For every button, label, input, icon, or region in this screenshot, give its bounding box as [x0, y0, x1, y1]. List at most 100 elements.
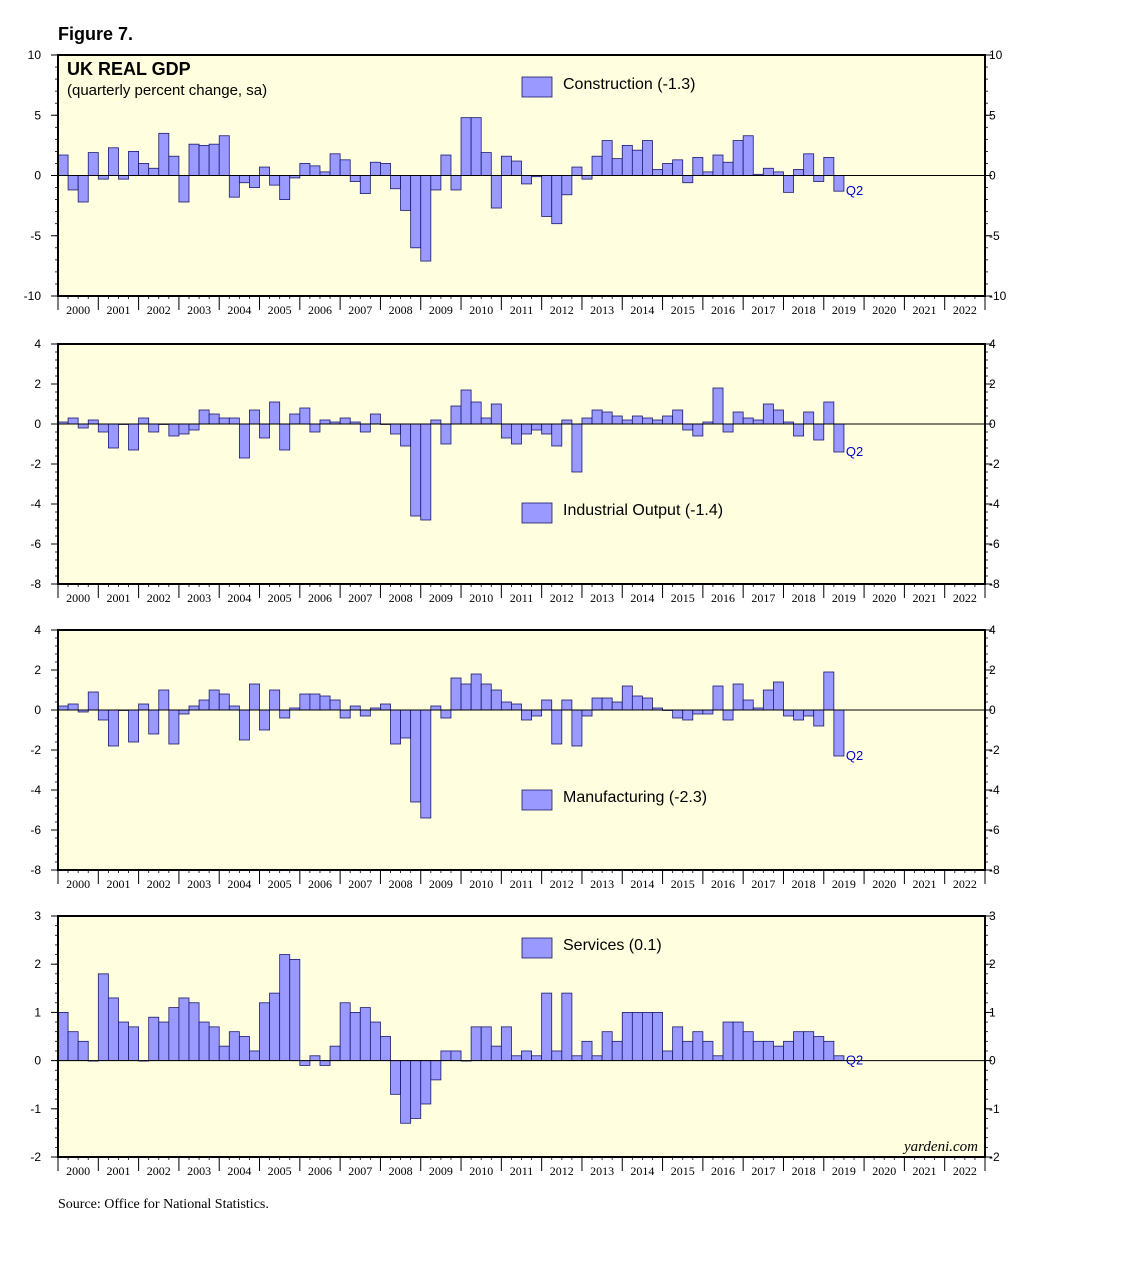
- data-bar: [440, 1050, 452, 1061]
- data-bar: [450, 405, 462, 425]
- data-bar: [339, 417, 351, 425]
- data-bar: [500, 155, 512, 176]
- data-bar: [722, 709, 734, 721]
- data-bar: [541, 175, 553, 217]
- chart-title: UK REAL GDP: [67, 59, 191, 79]
- x-tick-label: 2018: [792, 877, 816, 891]
- y-tick-label-left: -2: [30, 743, 41, 757]
- data-bar: [541, 423, 553, 435]
- y-tick-label-left: -10: [24, 289, 42, 303]
- data-bar: [541, 699, 553, 711]
- data-bar: [712, 387, 724, 425]
- x-tick-label: 2015: [671, 303, 695, 317]
- y-tick-label-right: -10: [989, 289, 1007, 303]
- y-tick-label-right: -2: [989, 1150, 1000, 1164]
- x-tick-label: 2007: [348, 591, 372, 605]
- data-bar: [420, 709, 432, 819]
- data-bar: [430, 705, 442, 711]
- x-tick-label: 2019: [832, 877, 856, 891]
- data-bar: [299, 163, 311, 176]
- x-tick-label: 2020: [872, 303, 896, 317]
- data-bar: [702, 709, 714, 715]
- data-bar: [460, 389, 472, 425]
- x-tick-label: 2006: [308, 303, 332, 317]
- data-bar: [289, 413, 301, 425]
- y-tick-label-right: 2: [989, 663, 996, 677]
- x-tick-label: 2014: [630, 303, 654, 317]
- x-tick-label: 2013: [590, 877, 614, 891]
- data-bar: [500, 423, 512, 439]
- data-bar: [591, 1055, 603, 1062]
- data-bar: [571, 1055, 583, 1062]
- y-tick-label-right: 0: [989, 169, 996, 183]
- data-bar: [692, 157, 704, 176]
- data-bar: [138, 417, 150, 425]
- y-tick-label-right: 4: [989, 623, 996, 637]
- data-bar: [410, 709, 422, 803]
- data-bar: [732, 1021, 744, 1061]
- x-tick-label: 2012: [550, 591, 574, 605]
- x-tick-label: 2022: [953, 591, 977, 605]
- x-tick-label: 2007: [348, 877, 372, 891]
- data-bar: [470, 673, 482, 711]
- data-bar: [279, 423, 291, 451]
- data-bar: [571, 423, 583, 473]
- data-bar: [460, 683, 472, 711]
- data-bar: [762, 403, 774, 425]
- y-tick-label-left: 0: [34, 703, 41, 717]
- x-tick-label: 2012: [550, 1164, 574, 1178]
- x-tick-label: 2004: [227, 591, 251, 605]
- x-tick-label: 2013: [590, 303, 614, 317]
- data-bar: [269, 992, 281, 1061]
- data-bar: [309, 165, 321, 176]
- data-bar: [581, 709, 593, 717]
- data-bar: [400, 709, 412, 739]
- data-bar: [138, 163, 150, 176]
- data-bar: [551, 423, 563, 447]
- data-bar: [783, 1040, 794, 1061]
- y-tick-label-left: 2: [34, 663, 41, 677]
- latest-quarter-label: Q2: [846, 748, 863, 763]
- data-bar: [279, 709, 291, 719]
- x-tick-label: 2003: [187, 877, 211, 891]
- x-tick-label: 2006: [308, 877, 332, 891]
- data-bar: [97, 973, 109, 1062]
- data-bar: [833, 1055, 845, 1062]
- data-bar: [289, 958, 301, 1062]
- data-bar: [621, 144, 633, 176]
- data-bar: [712, 685, 724, 711]
- data-bar: [551, 709, 563, 745]
- data-bar: [500, 1026, 512, 1061]
- data-bar: [621, 685, 633, 711]
- x-tick-label: 2008: [389, 877, 413, 891]
- data-bar: [380, 703, 391, 711]
- data-bar: [642, 1012, 653, 1062]
- legend-label: Industrial Output (-1.4): [563, 502, 723, 519]
- data-bar: [188, 705, 200, 711]
- data-bar: [793, 709, 805, 721]
- x-tick-label: 2001: [106, 591, 130, 605]
- data-bar: [662, 163, 674, 176]
- data-bar: [571, 709, 583, 747]
- x-tick-label: 2008: [389, 303, 413, 317]
- data-bar: [732, 140, 744, 176]
- y-tick-label-right: -2: [989, 457, 1000, 471]
- x-tick-label: 2013: [590, 1164, 614, 1178]
- data-bar: [309, 423, 321, 433]
- data-bar: [833, 423, 845, 453]
- x-tick-label: 2008: [389, 591, 413, 605]
- data-bar: [511, 1055, 522, 1062]
- legend-label: Services (0.1): [563, 937, 662, 954]
- y-tick-label-right: -6: [989, 823, 1000, 837]
- data-bar: [148, 423, 160, 433]
- y-tick-label-left: -4: [30, 783, 41, 797]
- x-tick-label: 2011: [510, 877, 534, 891]
- data-bar: [67, 1031, 79, 1062]
- data-bar: [198, 699, 210, 711]
- x-tick-label: 2004: [227, 877, 251, 891]
- y-tick-label-left: -2: [30, 1150, 41, 1164]
- data-bar: [480, 152, 492, 176]
- y-tick-label-right: 5: [989, 108, 996, 122]
- x-tick-label: 2001: [106, 1164, 130, 1178]
- data-bar: [299, 1060, 311, 1066]
